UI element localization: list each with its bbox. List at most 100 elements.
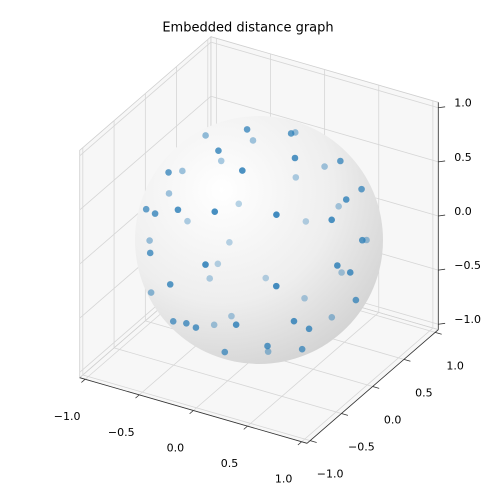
y-tick-label: 0.0 — [384, 413, 402, 426]
grid-line — [210, 41, 439, 109]
point — [249, 137, 257, 144]
point — [166, 281, 174, 288]
point — [264, 342, 271, 350]
point — [228, 312, 235, 320]
tick-mark — [297, 441, 302, 446]
point — [215, 147, 222, 155]
point — [298, 345, 306, 353]
tick-mark — [438, 322, 446, 325]
point — [146, 237, 153, 244]
point — [184, 217, 191, 225]
point — [302, 218, 310, 225]
x-tick-label: −0.5 — [108, 426, 135, 439]
z-tick-label: 0.0 — [454, 205, 472, 218]
point — [202, 132, 209, 139]
point — [346, 269, 354, 276]
point — [147, 289, 155, 296]
tick-mark — [341, 413, 349, 416]
grid-line — [113, 347, 342, 414]
point — [291, 129, 299, 136]
z-tick-label: −1.0 — [454, 313, 481, 326]
point — [335, 203, 342, 210]
point — [352, 296, 360, 304]
point — [273, 211, 280, 219]
grid-line — [79, 95, 212, 211]
y-tick-label: −1.0 — [317, 468, 344, 481]
tick-mark — [135, 394, 140, 399]
z-tick-label: −0.5 — [454, 259, 481, 272]
x-axis-line — [79, 377, 308, 444]
point — [202, 261, 209, 268]
chart-title: Embedded distance graph — [162, 21, 333, 36]
tick-mark — [438, 160, 446, 163]
point — [221, 348, 229, 356]
tick-mark — [310, 440, 317, 443]
grid-line — [210, 95, 439, 163]
point — [321, 163, 328, 170]
point — [214, 260, 222, 268]
point — [305, 325, 313, 333]
point — [337, 157, 344, 165]
point — [243, 126, 251, 133]
y-tick-label: 0.5 — [415, 386, 433, 399]
point — [165, 169, 172, 176]
point — [292, 174, 300, 181]
point — [358, 185, 365, 193]
tick-mark — [81, 378, 86, 383]
tick-mark — [243, 425, 248, 430]
z-tick-label: 1.0 — [454, 97, 472, 110]
tick-mark — [438, 268, 446, 271]
grid-line — [82, 374, 311, 441]
point — [290, 317, 298, 325]
point — [262, 274, 270, 282]
point — [206, 275, 214, 282]
x-tick-label: 0.0 — [167, 441, 185, 454]
point — [363, 236, 370, 244]
x-tick-label: 0.5 — [221, 457, 239, 470]
point — [151, 210, 159, 217]
x-tick-label: −1.0 — [54, 410, 81, 423]
point — [165, 190, 173, 197]
z-tick-label: 0.5 — [454, 151, 472, 164]
point — [235, 200, 243, 208]
point — [287, 130, 295, 137]
point — [342, 196, 350, 203]
point — [142, 205, 150, 213]
point — [211, 208, 219, 216]
point — [338, 269, 345, 276]
point — [328, 216, 335, 224]
point — [328, 314, 336, 321]
point — [183, 320, 190, 327]
tick-mark — [435, 331, 442, 335]
y-tick-label: −0.5 — [348, 441, 375, 454]
point — [301, 294, 308, 302]
point — [174, 206, 182, 214]
tick-mark — [438, 214, 446, 217]
y-axis-line — [306, 329, 439, 444]
tick-mark — [438, 106, 446, 109]
point — [232, 321, 240, 328]
tick-mark — [372, 386, 380, 389]
point — [334, 262, 341, 269]
point — [210, 321, 218, 329]
point — [169, 318, 177, 325]
point — [291, 154, 299, 162]
point — [217, 157, 225, 165]
tick-mark — [403, 359, 411, 362]
point — [146, 249, 154, 257]
sphere-surface — [135, 116, 383, 364]
point — [226, 238, 233, 246]
grid-line — [79, 41, 212, 157]
point — [272, 282, 280, 290]
tick-mark — [189, 410, 194, 415]
point — [239, 167, 246, 174]
point — [179, 167, 186, 175]
point — [192, 324, 200, 331]
points — [142, 126, 370, 356]
x-tick-label: 1.0 — [275, 473, 293, 486]
point — [264, 348, 272, 355]
point — [358, 236, 366, 244]
y-tick-label: 1.0 — [446, 359, 464, 372]
